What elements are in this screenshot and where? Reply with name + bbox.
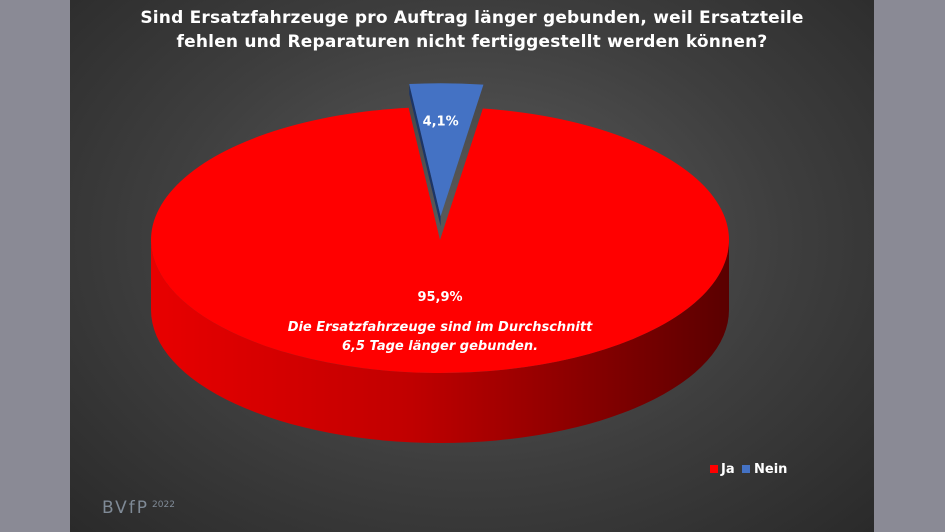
pie-side-ja [151, 240, 729, 443]
legend-label-ja: Ja [720, 462, 735, 477]
data-label-ja: 95,9% [417, 290, 462, 305]
logo-year: 2022 [152, 500, 175, 510]
pie-group [151, 83, 730, 443]
pie-slice-ja [151, 107, 730, 373]
pie-label-group: 4,1% 95,9% Die Ersatzfahrzeuge sind im D… [288, 114, 593, 354]
logo-brand: BVfP [102, 498, 150, 518]
bvfp-logo: BVfP 2022 [102, 498, 175, 518]
pie-chart: 4,1% 95,9% Die Ersatzfahrzeuge sind im D… [151, 83, 787, 477]
annotation-line-2: 6,5 Tage länger gebunden. [342, 339, 538, 354]
chart-title-line-1: Sind Ersatzfahrzeuge pro Auftrag länger … [140, 8, 804, 28]
chart-title: Sind Ersatzfahrzeuge pro Auftrag länger … [70, 6, 874, 54]
pie-wall-nein [409, 83, 441, 227]
chart-legend: Ja Nein [710, 462, 787, 477]
legend-swatch-nein [742, 465, 750, 473]
slide: Sind Ersatzfahrzeuge pro Auftrag länger … [70, 0, 874, 532]
pie-slice-nein [409, 83, 484, 217]
legend-label-nein: Nein [754, 462, 787, 477]
legend-swatch-ja [710, 465, 718, 473]
chart-title-line-2: fehlen und Reparaturen nicht fertiggeste… [176, 32, 768, 52]
data-label-nein: 4,1% [423, 114, 459, 129]
annotation-line-1: Die Ersatzfahrzeuge sind im Durchschnitt [288, 320, 593, 335]
